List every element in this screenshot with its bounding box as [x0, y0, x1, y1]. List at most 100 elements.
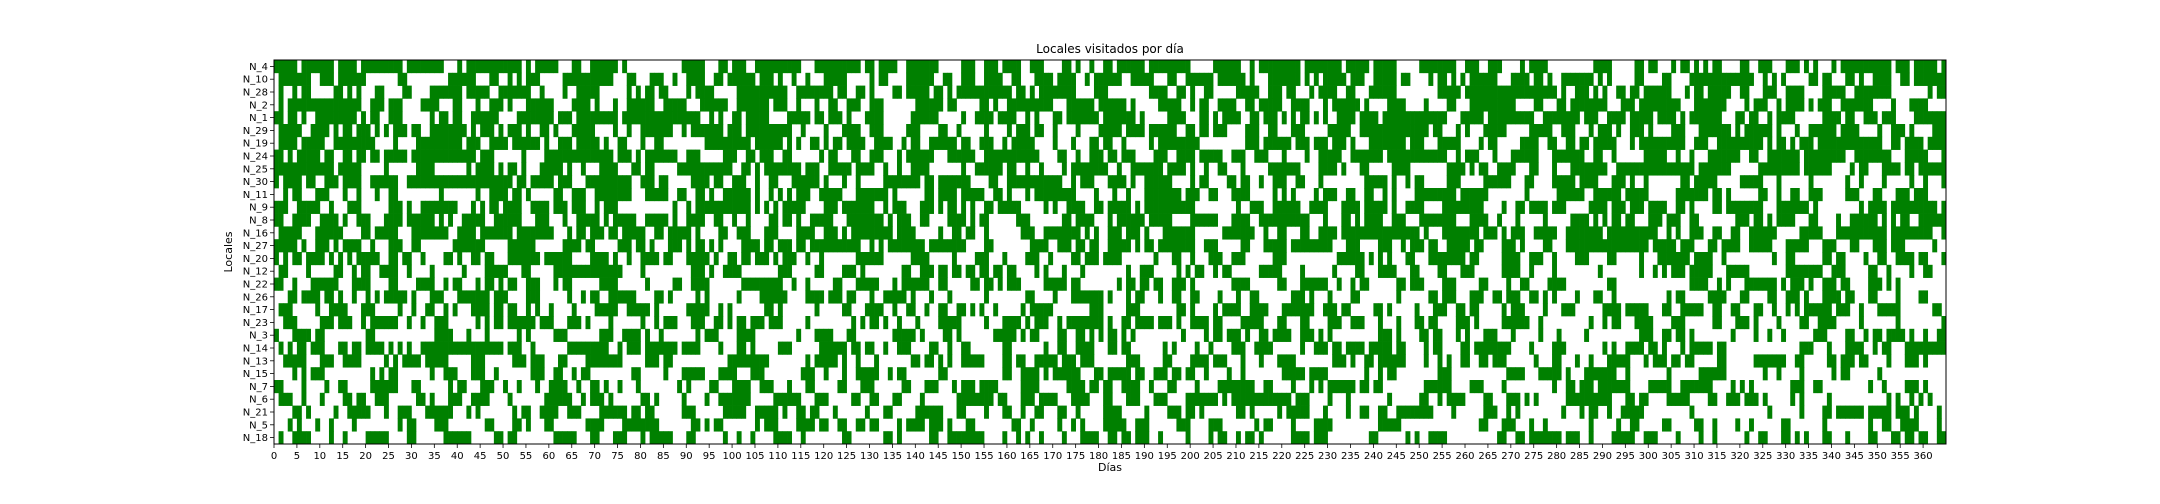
heatmap-cell [328, 72, 334, 86]
heatmap-cell [498, 303, 504, 317]
heatmap-cell [1323, 111, 1328, 125]
heatmap-cell [1318, 162, 1324, 176]
heatmap-cell [1675, 98, 1681, 112]
heatmap-cell [374, 98, 380, 112]
heatmap-cell [718, 213, 724, 227]
heatmap-cell [1794, 60, 1800, 74]
heatmap-cell [503, 290, 508, 304]
heatmap-cell [732, 188, 738, 202]
heatmap-cell [448, 136, 453, 150]
heatmap-cell [1570, 162, 1576, 176]
heatmap-cell [553, 188, 559, 202]
heatmap-cell [580, 98, 586, 112]
heatmap-cell [1620, 175, 1626, 189]
heatmap-cell [1465, 316, 1470, 330]
heatmap-cell [1075, 341, 1081, 355]
heatmap-cell [1881, 162, 1887, 176]
heatmap-cell [754, 60, 760, 74]
heatmap-cell [333, 136, 339, 150]
heatmap-cell [1469, 149, 1475, 163]
heatmap-cell [1584, 72, 1590, 86]
heatmap-cell [1414, 264, 1420, 278]
heatmap-cell [1799, 239, 1805, 253]
heatmap-cell [558, 354, 563, 368]
heatmap-cell [1661, 136, 1667, 150]
heatmap-cell [1849, 328, 1855, 342]
heatmap-cell [842, 367, 847, 381]
heatmap-cell [599, 188, 605, 202]
heatmap-cell [1052, 277, 1058, 291]
heatmap-cell [1350, 226, 1356, 240]
heatmap-cell [1075, 328, 1081, 342]
heatmap-cell [1790, 149, 1796, 163]
heatmap-cell [768, 188, 774, 202]
heatmap-cell [544, 124, 550, 138]
heatmap-cell [434, 85, 440, 99]
heatmap-cell [1029, 328, 1035, 342]
heatmap-cell [1318, 200, 1324, 214]
heatmap-cell [1451, 213, 1457, 227]
heatmap-cell [1249, 72, 1255, 86]
heatmap-cell [1877, 60, 1883, 74]
heatmap-cell [777, 316, 783, 330]
heatmap-cell [438, 111, 444, 125]
heatmap-cell [622, 328, 628, 342]
heatmap-cell [887, 175, 893, 189]
heatmap-cell [448, 252, 453, 266]
heatmap-cell [896, 226, 902, 240]
heatmap-cell [306, 213, 311, 227]
heatmap-cell [493, 188, 499, 202]
heatmap-cell [1863, 60, 1869, 74]
heatmap-cell [1139, 162, 1145, 176]
heatmap-cell [1194, 264, 1200, 278]
heatmap-cell [846, 200, 852, 214]
heatmap-cell [750, 111, 756, 125]
heatmap-cell [489, 149, 495, 163]
heatmap-cell [1084, 316, 1090, 330]
heatmap-cell [1629, 111, 1635, 125]
heatmap-cell [1075, 367, 1081, 381]
heatmap-cell [1442, 252, 1448, 266]
heatmap-cell [274, 149, 279, 163]
heatmap-cell [1002, 60, 1008, 74]
heatmap-cell [910, 149, 916, 163]
heatmap-cell [1515, 252, 1521, 266]
heatmap-cell [1684, 239, 1690, 253]
heatmap-cell [539, 316, 545, 330]
heatmap-cell [1817, 226, 1823, 240]
heatmap-cell [438, 354, 444, 368]
heatmap-cell [828, 226, 834, 240]
heatmap-cell [516, 213, 522, 227]
heatmap-cell [1465, 239, 1470, 253]
heatmap-cell [1680, 316, 1686, 330]
heatmap-cell [1071, 200, 1076, 214]
heatmap-cell [347, 149, 353, 163]
heatmap-cell [1584, 239, 1590, 253]
heatmap-cell [1730, 200, 1736, 214]
heatmap-cell [1845, 328, 1851, 342]
heatmap-cell [1006, 200, 1012, 214]
heatmap-cell [1323, 72, 1328, 86]
heatmap-cell [1107, 213, 1113, 227]
heatmap-cell [704, 85, 710, 99]
heatmap-cell [342, 354, 348, 368]
heatmap-cell [1442, 290, 1448, 304]
heatmap-cell [929, 264, 934, 278]
heatmap-cell [1689, 72, 1695, 86]
heatmap-cell [869, 226, 875, 240]
heatmap-cell [722, 162, 728, 176]
heatmap-cell [1213, 354, 1218, 368]
heatmap-cell [301, 239, 307, 253]
heatmap-cell [796, 200, 802, 214]
heatmap-cell [1771, 226, 1777, 240]
heatmap-cell [1661, 162, 1667, 176]
heatmap-cell [704, 290, 710, 304]
heatmap-cell [1785, 264, 1791, 278]
heatmap-cell [759, 124, 765, 138]
heatmap-cell [1414, 111, 1420, 125]
heatmap-cell [709, 200, 715, 214]
heatmap-cell [1103, 60, 1109, 74]
heatmap-cell [585, 264, 591, 278]
heatmap-cell [1620, 85, 1626, 99]
heatmap-cell [906, 341, 912, 355]
